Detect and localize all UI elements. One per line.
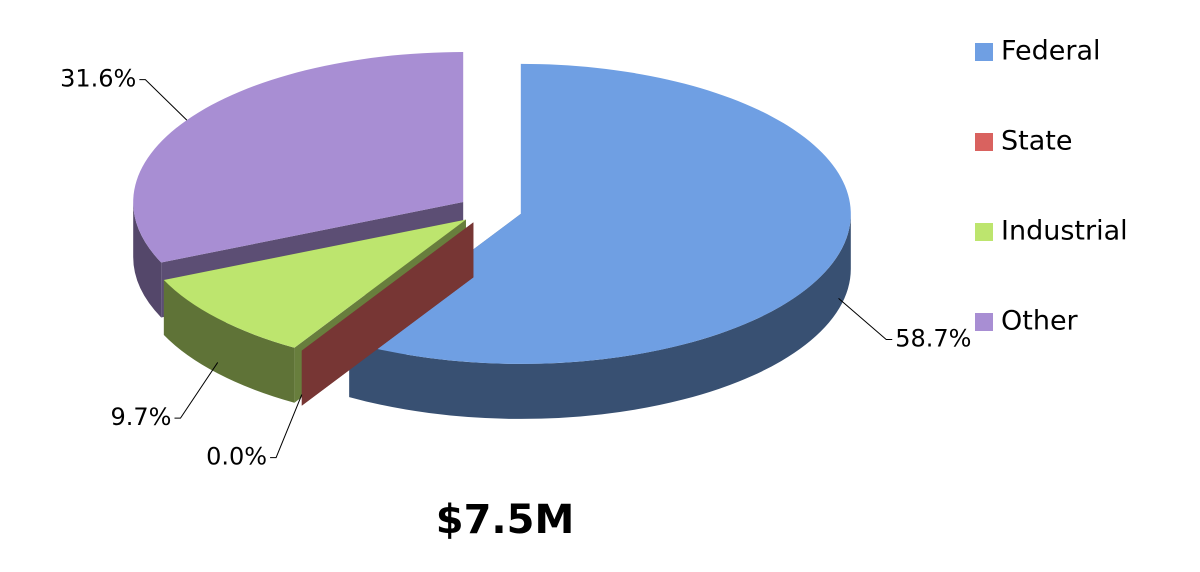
slice-top [133,52,464,263]
slice-rim [163,280,295,403]
legend-swatch [975,223,993,241]
slice-wall [301,222,474,406]
legend-label: Other [1001,306,1079,337]
leader-line [270,394,303,459]
legend-label: Industrial [1001,216,1128,247]
legend-swatch [975,133,993,151]
slice-top [349,63,851,364]
slice-top [163,219,466,348]
data-label: 0.0% [206,443,267,471]
leader-line [139,79,188,121]
chart-title: $7.5M [436,497,575,543]
slice-rim [133,202,162,318]
legend-label: Federal [1001,36,1101,67]
legend-swatch [975,43,993,61]
leader-line [838,298,893,341]
leader-line [174,362,219,419]
data-label: 31.6% [60,65,136,93]
legend-swatch [975,313,993,331]
data-label: 58.7% [895,325,971,353]
legend-label: State [1001,126,1072,157]
slice-rim [349,213,851,419]
data-label: 9.7% [110,403,171,431]
